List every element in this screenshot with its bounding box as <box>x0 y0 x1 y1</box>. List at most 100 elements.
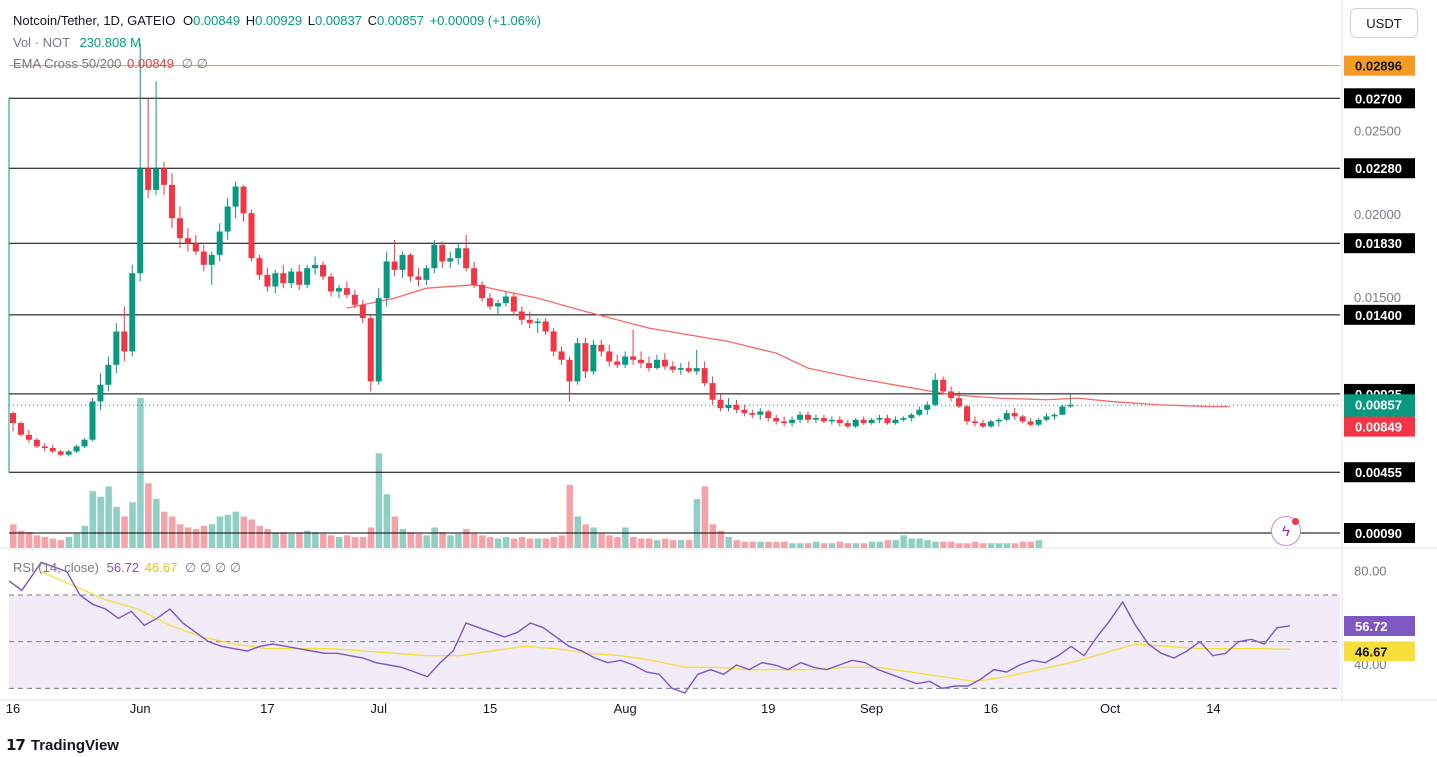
candle-body <box>145 168 152 190</box>
volume-bar <box>836 541 844 548</box>
candle-body <box>1059 406 1066 415</box>
candle-body <box>868 419 875 424</box>
tradingview-wordmark: TradingView <box>30 736 119 754</box>
rsi-value-label: 56.72 <box>1355 619 1388 634</box>
volume-bar <box>964 543 971 548</box>
legend-rsi-ma: 46.67 <box>144 560 178 575</box>
candle-body <box>598 344 605 352</box>
rsi-line <box>8 561 1291 694</box>
candle-body <box>10 413 16 424</box>
volume-bar <box>1019 541 1027 548</box>
candle-body <box>701 368 708 384</box>
volume-bar <box>343 535 351 548</box>
legend-close: 0.00857 <box>376 13 424 28</box>
volume-bar <box>399 529 407 548</box>
candle-body <box>487 298 493 307</box>
candle-body <box>200 251 207 265</box>
time-tick-label: Sep <box>860 701 883 716</box>
volume-bar <box>184 527 192 548</box>
volume-bar <box>423 535 430 548</box>
candle-body <box>25 434 32 440</box>
volume-bar <box>725 536 732 548</box>
time-tick-label: Oct <box>1100 701 1121 716</box>
candle-body <box>367 318 374 382</box>
volume-bar <box>272 532 279 548</box>
candle-body <box>57 451 64 455</box>
currency-button[interactable]: USDT <box>1350 8 1418 38</box>
candle-body <box>1011 413 1018 417</box>
rsi-value-box <box>1344 615 1415 636</box>
flash-icon[interactable]: ϟ <box>1271 516 1301 546</box>
volume-bar <box>685 540 693 548</box>
volume-bar <box>653 540 661 548</box>
candle-body <box>335 288 342 292</box>
volume-bar <box>709 524 717 548</box>
candle-body <box>900 418 907 420</box>
volume-bar <box>717 530 725 548</box>
volume-bar <box>940 541 947 548</box>
volume-bar <box>733 540 740 548</box>
volume-bar <box>979 543 987 548</box>
volume-bar <box>288 533 295 548</box>
volume-bar <box>264 529 271 548</box>
volume-bar <box>176 524 184 548</box>
price-tick-label: 0.01500 <box>1354 290 1401 305</box>
volume-bar <box>73 533 81 548</box>
volume-bar <box>1027 541 1035 548</box>
volume-bar <box>479 535 486 548</box>
volume-bar <box>860 543 868 548</box>
candle-body <box>479 284 486 299</box>
lightning-icon: ϟ <box>1282 522 1290 540</box>
candle-body <box>844 423 851 427</box>
volume-bar <box>582 524 589 548</box>
rsi-tick-label: 80.00 <box>1354 564 1387 579</box>
tradingview-logo[interactable]: 𝟭𝟳 TradingView <box>6 736 119 755</box>
candle-body <box>153 168 160 190</box>
volume-bar <box>924 540 931 548</box>
volume-bar <box>661 538 669 548</box>
ema-line <box>346 284 1230 408</box>
candle-body <box>932 379 939 405</box>
legend-volume: 230.808 M <box>79 35 141 50</box>
volume-bar <box>471 533 478 548</box>
candle-body <box>97 384 104 402</box>
candle-body <box>1051 414 1058 417</box>
candle-body <box>423 268 430 280</box>
candle-body <box>630 356 637 360</box>
volume-bar <box>638 538 645 548</box>
candle-body <box>542 321 549 332</box>
legend-low-label: L <box>307 13 315 28</box>
candle-body <box>240 186 247 214</box>
candle-body <box>383 261 390 299</box>
rsi-ma-value-label: 46.67 <box>1355 644 1388 659</box>
candle-body <box>73 446 80 452</box>
candle-body <box>439 244 446 262</box>
volume-bar <box>447 535 454 548</box>
time-tick-label: 16 <box>6 701 20 716</box>
candle-body <box>956 398 963 407</box>
volume-bar <box>328 535 335 548</box>
volume-bar <box>987 543 995 548</box>
candle-body <box>765 411 772 419</box>
level-label: 0.00455 <box>1355 465 1402 480</box>
candle-body <box>661 359 668 367</box>
volume-bar <box>701 486 709 548</box>
candle-body <box>224 206 231 232</box>
last-price-label: 0.00857 <box>1355 397 1402 412</box>
candle-body <box>534 321 541 324</box>
candle-body <box>677 368 684 370</box>
ema-value-label: 0.00849 <box>1355 420 1402 435</box>
volume-bar <box>145 483 152 548</box>
candle-body <box>264 274 271 287</box>
volume-bar <box>812 541 820 548</box>
volume-bar <box>375 453 383 548</box>
candle-body <box>169 184 175 219</box>
candle-body <box>820 418 827 422</box>
candle-body <box>558 351 565 360</box>
legend-symbol-row: Notcoin/Tether, 1D, GATEIO O0.00849 H0.0… <box>13 13 541 29</box>
candle-body <box>447 258 454 262</box>
level-label: 0.01830 <box>1355 236 1402 251</box>
candle-body <box>566 359 573 382</box>
